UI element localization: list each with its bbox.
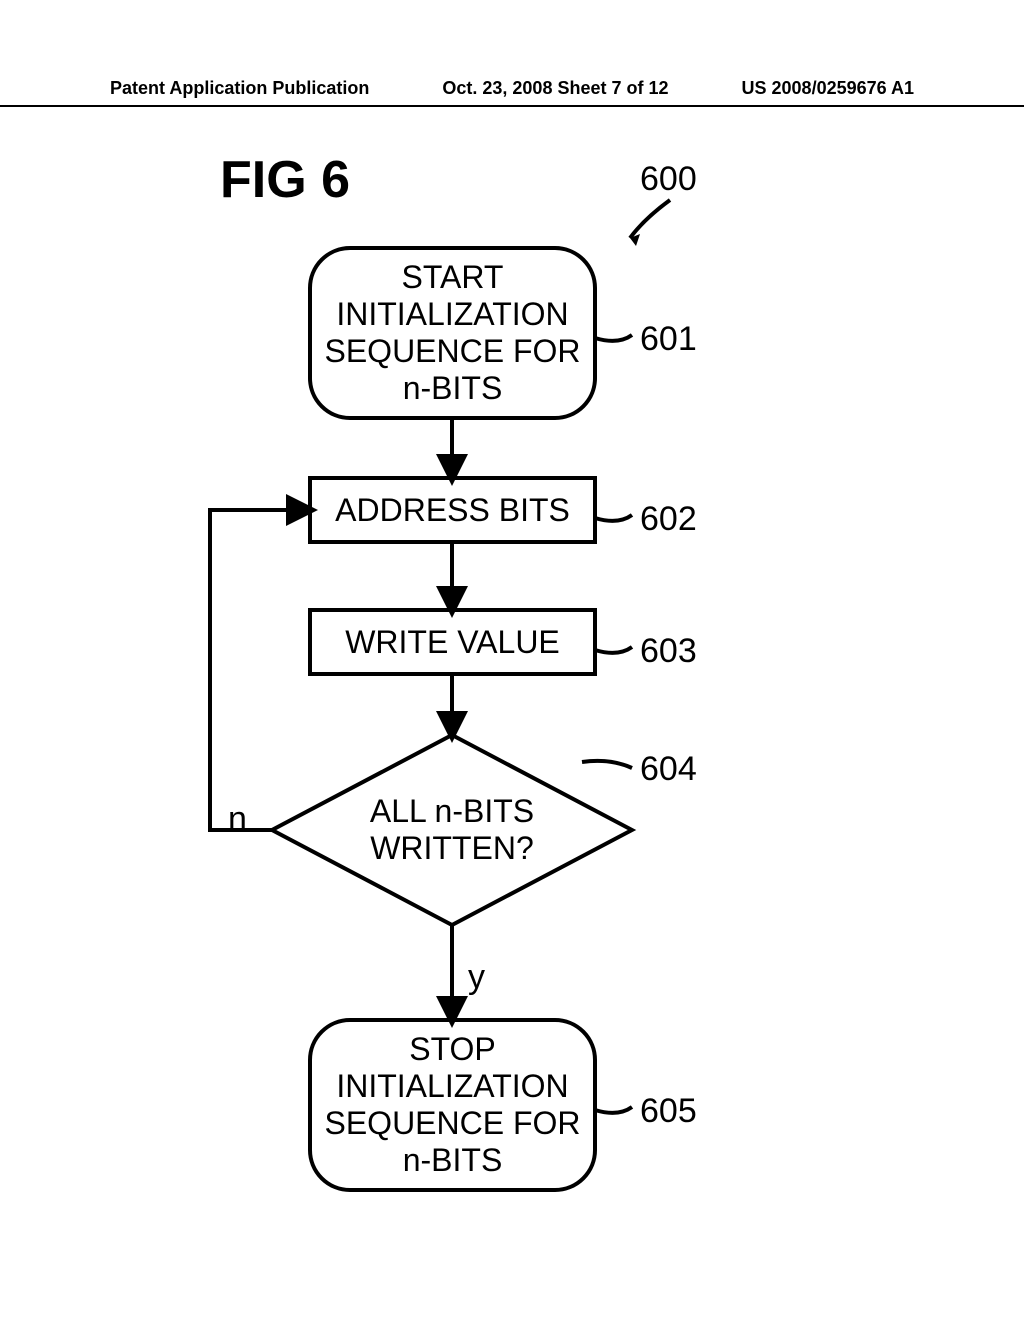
ref-604: 604 bbox=[640, 750, 697, 789]
branch-label-y: y bbox=[468, 958, 485, 997]
branch-label-n: n bbox=[228, 800, 247, 839]
ref-603: 603 bbox=[640, 632, 697, 671]
ref-601: 601 bbox=[640, 320, 697, 359]
ref-602: 602 bbox=[640, 500, 697, 539]
figure-label: FIG 6 bbox=[220, 150, 350, 210]
node-605-text: STOPINITIALIZATIONSEQUENCE FORn-BITS bbox=[310, 1020, 595, 1190]
node-601-text: STARTINITIALIZATIONSEQUENCE FORn-BITS bbox=[310, 248, 595, 418]
node-603-text: WRITE VALUE bbox=[310, 610, 595, 674]
ref-605: 605 bbox=[640, 1092, 697, 1131]
ref-600: 600 bbox=[640, 160, 697, 199]
node-604-text: ALL n-BITSWRITTEN? bbox=[332, 790, 572, 870]
page: Patent Application Publication Oct. 23, … bbox=[0, 0, 1024, 1320]
node-602-text: ADDRESS BITS bbox=[310, 478, 595, 542]
